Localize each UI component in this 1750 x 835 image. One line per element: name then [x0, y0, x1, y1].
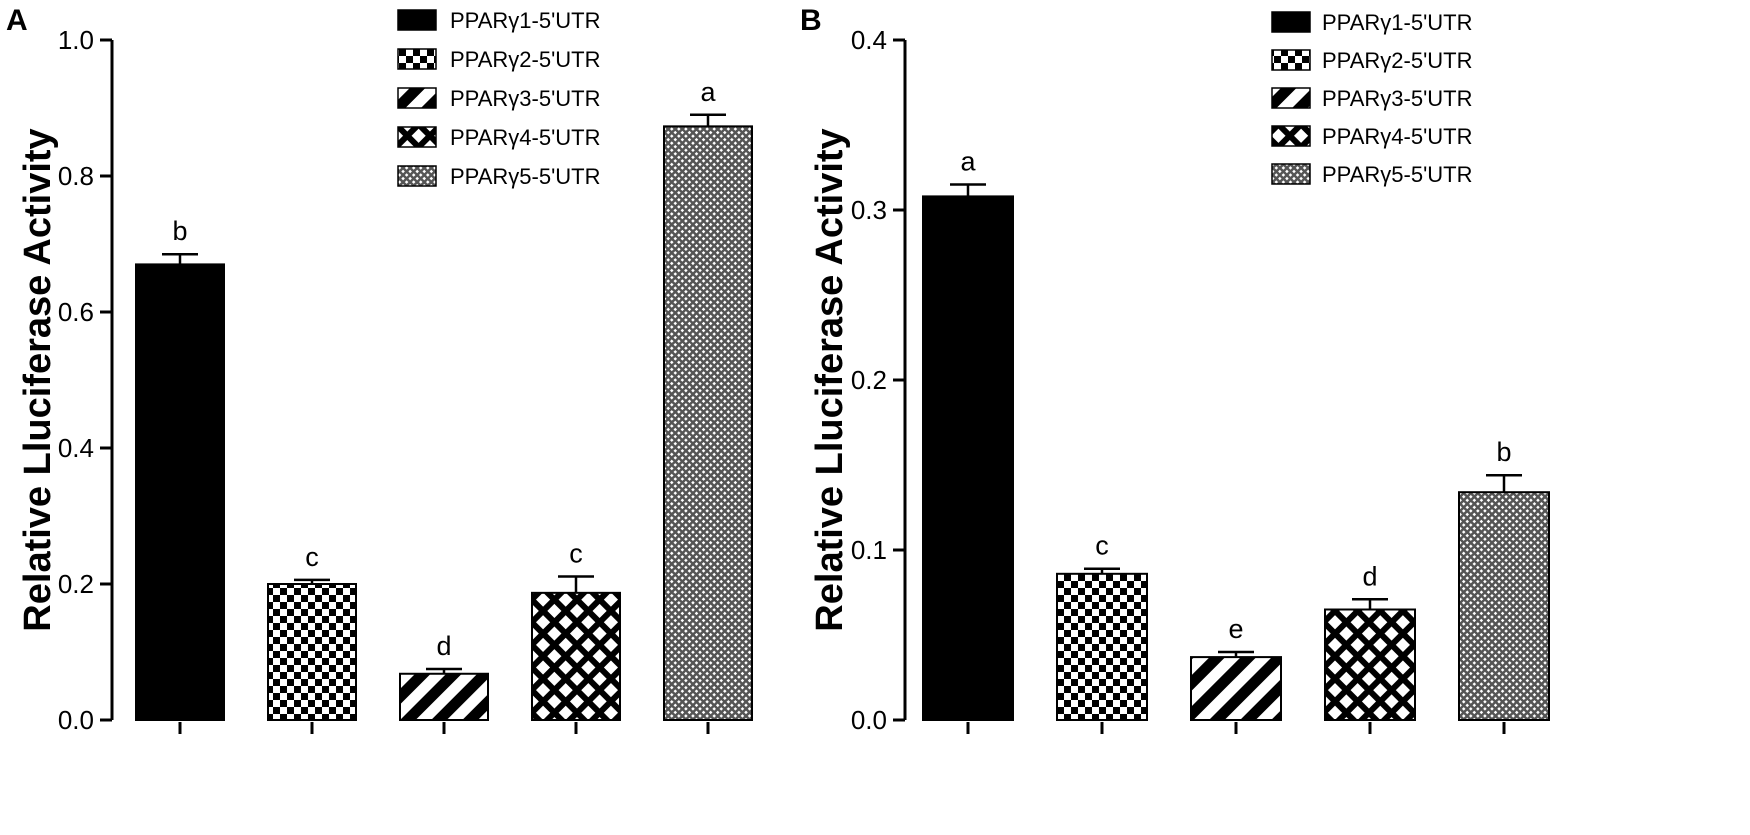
chart-panel-a: A Relative Lluciferase Activity 0.0 0.2 0.4 0…: [6, 4, 753, 735]
significance-label: b: [1496, 437, 1511, 467]
legend-label: PPARγ5-5'UTR: [450, 164, 601, 189]
bar: [135, 263, 225, 721]
bar: [922, 195, 1014, 721]
y-tick-label: 0.4: [58, 433, 94, 463]
y-tick-label: 0.0: [58, 705, 94, 735]
y-tick-label: 0.2: [58, 569, 94, 599]
legend-swatch: [1271, 163, 1311, 185]
legend-label: PPARγ2-5'UTR: [1322, 48, 1473, 73]
chart-panel-b: B Relative Lluciferase Activity 0.0 0.1 0.2 0…: [800, 4, 1550, 735]
bar: [1324, 608, 1416, 721]
legend-swatch: [397, 165, 437, 187]
panel-letter: A: [6, 4, 28, 37]
bar: [267, 583, 357, 721]
significance-label: d: [436, 631, 451, 661]
bar: [663, 125, 753, 722]
legend-label: PPARγ3-5'UTR: [1322, 86, 1473, 111]
panel-letter: B: [800, 4, 822, 37]
y-axis-label: Relative Lluciferase Activity: [17, 128, 59, 631]
bar: [1190, 656, 1282, 721]
y-tick-label: 0.6: [58, 297, 94, 327]
legend-label: PPARγ2-5'UTR: [450, 47, 601, 72]
legend-label: PPARγ4-5'UTR: [450, 125, 601, 150]
legend-swatch: [1271, 49, 1311, 71]
legend-swatch: [397, 126, 437, 148]
legend-swatch: [397, 48, 437, 70]
legend-label: PPARγ4-5'UTR: [1322, 124, 1473, 149]
legend-swatch: [1271, 87, 1311, 109]
y-tick-label: 0.1: [851, 535, 887, 565]
y-tick-label: 0.8: [58, 161, 94, 191]
legend-label: PPARγ3-5'UTR: [450, 86, 601, 111]
legend-label: PPARγ1-5'UTR: [1322, 10, 1473, 35]
significance-label: e: [1228, 614, 1243, 644]
significance-label: a: [960, 147, 976, 177]
y-tick-label: 0.2: [851, 365, 887, 395]
y-tick-label: 0.4: [851, 25, 887, 55]
significance-label: c: [569, 539, 583, 569]
significance-label: d: [1362, 561, 1377, 591]
legend-swatch: [397, 9, 437, 31]
legend-label: PPARγ1-5'UTR: [450, 8, 601, 33]
bar: [531, 591, 621, 722]
bar: [1458, 491, 1550, 722]
y-tick-label: 0.3: [851, 195, 887, 225]
bar: [399, 672, 489, 722]
bar: [1056, 572, 1148, 721]
legend-swatch: [397, 87, 437, 109]
significance-label: b: [172, 216, 187, 246]
legend-label: PPARγ5-5'UTR: [1322, 162, 1473, 187]
y-tick-label: 0.0: [851, 705, 887, 735]
legend-swatch: [1271, 125, 1311, 147]
significance-label: c: [305, 542, 319, 572]
legend-swatch: [1271, 11, 1311, 33]
y-axis-label: Relative Lluciferase Activity: [809, 128, 851, 631]
y-tick-label: 1.0: [58, 25, 94, 55]
significance-label: c: [1095, 531, 1109, 561]
significance-label: a: [700, 77, 716, 107]
